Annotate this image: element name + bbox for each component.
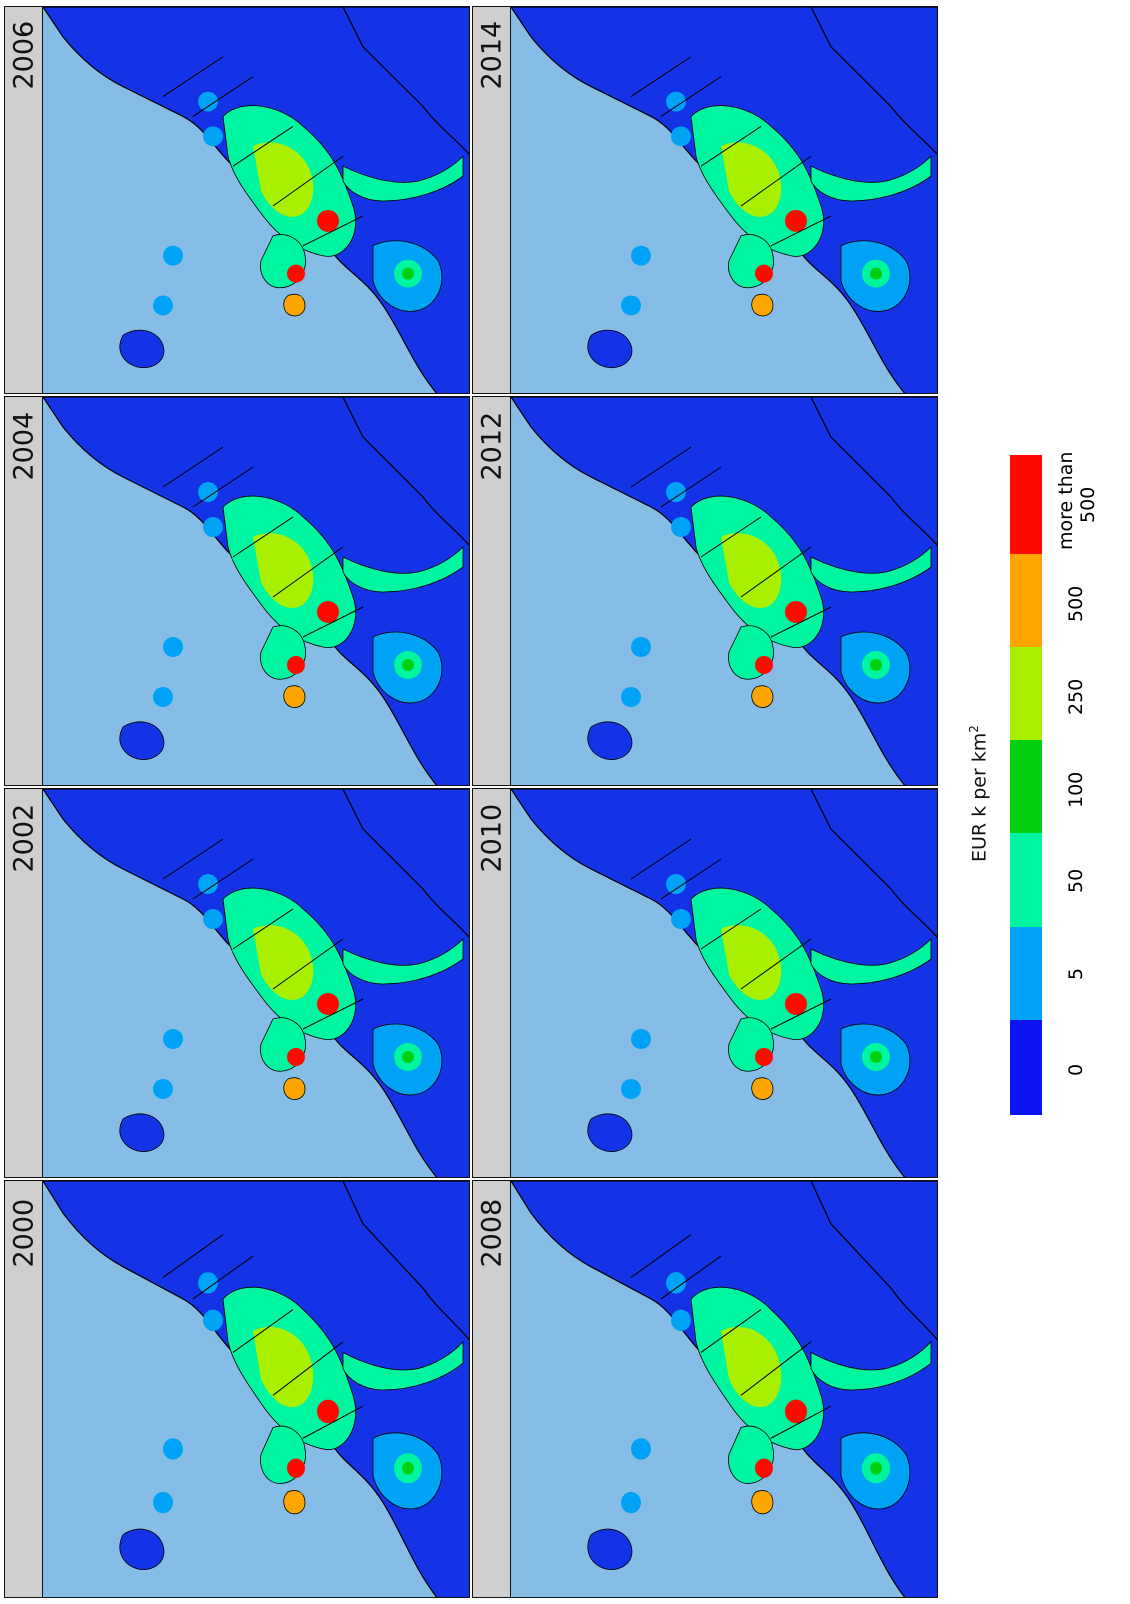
- legend-tick-0: 0: [1065, 1063, 1087, 1076]
- year-bar: 2014: [473, 7, 511, 393]
- choropleth-map: [43, 397, 469, 785]
- map-panel-2008: 2008: [472, 1180, 938, 1598]
- choropleth-map: [43, 1181, 469, 1597]
- legend-colorbar: [1010, 455, 1042, 1115]
- legend-tick-5: 5: [1065, 967, 1087, 980]
- year-bar: 2002: [5, 789, 43, 1177]
- legend-tick-100: 100: [1065, 771, 1087, 808]
- choropleth-map: [43, 7, 469, 393]
- choropleth-map: [511, 397, 937, 785]
- choropleth-map: [43, 789, 469, 1177]
- map-panel-2004: 2004: [4, 396, 470, 786]
- map-panel-2014: 2014: [472, 6, 938, 394]
- year-label: 2012: [476, 411, 508, 481]
- legend-swatch-more-than-500: [1010, 455, 1042, 554]
- year-label: 2010: [476, 803, 508, 873]
- choropleth-map: [511, 1181, 937, 1597]
- legend-tick-more-than-500-line1: more than: [1055, 451, 1077, 550]
- year-label: 2006: [8, 21, 40, 90]
- legend-tick-500: 500: [1065, 585, 1087, 622]
- year-label: 2014: [476, 21, 508, 90]
- legend-title: EUR k per km2: [967, 725, 991, 862]
- year-bar: 2008: [473, 1181, 511, 1597]
- map-panel-2012: 2012: [472, 396, 938, 786]
- legend-swatch-5: [1010, 927, 1042, 1020]
- legend-swatch-250: [1010, 647, 1042, 740]
- year-bar: 2006: [5, 7, 43, 393]
- legend-swatch-100: [1010, 740, 1042, 833]
- legend-tick-50: 50: [1065, 868, 1087, 893]
- year-bar: 2010: [473, 789, 511, 1177]
- legend-swatch-0: [1010, 1020, 1042, 1115]
- year-label: 2000: [8, 1198, 40, 1268]
- legend-swatch-50: [1010, 833, 1042, 927]
- year-bar: 2000: [5, 1181, 43, 1597]
- map-panel-2002: 2002: [4, 788, 470, 1178]
- year-label: 2004: [8, 411, 40, 481]
- map-panel-2000: 2000: [4, 1180, 470, 1598]
- year-bar: 2012: [473, 397, 511, 785]
- year-label: 2002: [8, 803, 40, 873]
- map-panel-2010: 2010: [472, 788, 938, 1178]
- legend-tick-more-than-500-line2: 500: [1077, 486, 1099, 523]
- legend-tick-250: 250: [1065, 678, 1087, 715]
- legend-swatch-500: [1010, 554, 1042, 647]
- choropleth-map: [511, 7, 937, 393]
- year-bar: 2004: [5, 397, 43, 785]
- year-label: 2008: [476, 1198, 508, 1268]
- map-panel-2006: 2006: [4, 6, 470, 394]
- choropleth-map: [511, 789, 937, 1177]
